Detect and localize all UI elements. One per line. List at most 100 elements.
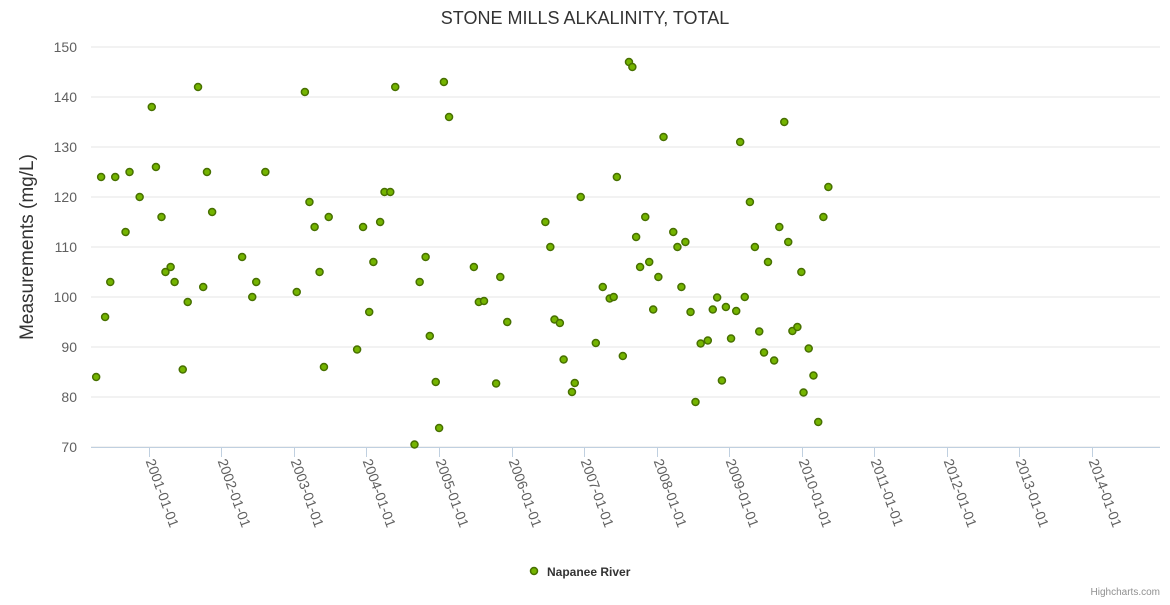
- data-point[interactable]: [358, 222, 368, 232]
- data-point[interactable]: [121, 227, 130, 237]
- data-point[interactable]: [677, 282, 686, 292]
- data-point[interactable]: [669, 227, 678, 237]
- data-point[interactable]: [375, 217, 385, 227]
- data-point[interactable]: [659, 132, 668, 142]
- data-point[interactable]: [717, 376, 727, 385]
- credits-link[interactable]: Highcharts.com: [1091, 587, 1160, 598]
- data-point[interactable]: [469, 262, 479, 272]
- data-point[interactable]: [641, 212, 650, 222]
- data-point[interactable]: [198, 282, 208, 292]
- data-point[interactable]: [292, 287, 301, 297]
- data-point[interactable]: [364, 307, 374, 317]
- data-point[interactable]: [780, 117, 789, 127]
- data-point[interactable]: [207, 207, 217, 217]
- data-point[interactable]: [813, 417, 823, 427]
- data-point[interactable]: [731, 306, 741, 316]
- data-point[interactable]: [555, 318, 565, 328]
- data-point[interactable]: [315, 267, 324, 277]
- data-point[interactable]: [444, 112, 454, 122]
- data-point[interactable]: [721, 302, 731, 312]
- data-point[interactable]: [686, 307, 695, 317]
- data-point[interactable]: [648, 305, 658, 314]
- data-point[interactable]: [434, 423, 444, 433]
- data-point[interactable]: [410, 440, 419, 449]
- data-point[interactable]: [106, 277, 115, 287]
- legend-label-napanee-river[interactable]: Napanee River: [547, 565, 631, 579]
- data-point[interactable]: [691, 397, 700, 407]
- data-point[interactable]: [439, 77, 449, 87]
- data-point[interactable]: [161, 267, 170, 277]
- data-point[interactable]: [775, 222, 784, 232]
- data-point[interactable]: [96, 172, 106, 182]
- data-point[interactable]: [248, 292, 257, 302]
- data-point[interactable]: [703, 336, 713, 345]
- data-point[interactable]: [496, 272, 505, 282]
- data-point[interactable]: [696, 339, 705, 348]
- data-point[interactable]: [635, 262, 645, 272]
- data-point[interactable]: [609, 292, 618, 302]
- data-point[interactable]: [352, 345, 362, 354]
- data-point[interactable]: [300, 87, 310, 97]
- data-point[interactable]: [712, 293, 722, 302]
- data-point[interactable]: [559, 355, 568, 364]
- legend[interactable]: Napanee River: [529, 565, 631, 579]
- data-point[interactable]: [157, 212, 166, 222]
- data-point[interactable]: [110, 172, 120, 182]
- data-point[interactable]: [598, 282, 608, 292]
- data-point[interactable]: [261, 167, 270, 177]
- data-point[interactable]: [799, 388, 808, 397]
- data-point[interactable]: [793, 322, 802, 332]
- data-point[interactable]: [763, 257, 773, 267]
- data-point[interactable]: [183, 297, 192, 307]
- data-point[interactable]: [202, 167, 212, 177]
- data-point[interactable]: [147, 102, 157, 112]
- data-point[interactable]: [759, 348, 769, 357]
- data-point[interactable]: [824, 182, 833, 192]
- data-point[interactable]: [237, 252, 247, 262]
- data-point[interactable]: [576, 192, 585, 202]
- data-point[interactable]: [750, 242, 760, 252]
- data-point[interactable]: [415, 277, 424, 287]
- data-point[interactable]: [421, 252, 430, 262]
- data-point[interactable]: [390, 82, 400, 92]
- data-point[interactable]: [425, 331, 435, 341]
- data-point[interactable]: [546, 242, 555, 252]
- data-point[interactable]: [628, 62, 637, 72]
- data-point[interactable]: [178, 365, 187, 374]
- data-point[interactable]: [797, 267, 806, 277]
- data-point[interactable]: [100, 312, 110, 322]
- data-point[interactable]: [591, 338, 601, 348]
- data-point[interactable]: [735, 137, 745, 147]
- data-point[interactable]: [740, 292, 750, 302]
- data-point[interactable]: [681, 237, 690, 247]
- data-point[interactable]: [819, 212, 828, 222]
- data-point[interactable]: [305, 197, 314, 207]
- data-point[interactable]: [91, 372, 101, 382]
- data-point[interactable]: [491, 379, 501, 388]
- data-point[interactable]: [319, 362, 329, 372]
- data-point[interactable]: [369, 257, 378, 267]
- data-point[interactable]: [673, 242, 682, 252]
- data-point[interactable]: [804, 344, 813, 353]
- data-point[interactable]: [745, 197, 755, 207]
- data-point[interactable]: [386, 187, 395, 197]
- data-point[interactable]: [431, 377, 440, 387]
- data-point[interactable]: [135, 192, 144, 202]
- data-point[interactable]: [631, 232, 641, 242]
- data-point[interactable]: [570, 378, 580, 388]
- series-napanee-river[interactable]: [91, 57, 833, 449]
- data-point[interactable]: [502, 317, 512, 327]
- data-point[interactable]: [151, 162, 161, 172]
- data-point[interactable]: [193, 82, 203, 92]
- data-point[interactable]: [541, 217, 550, 227]
- data-point[interactable]: [166, 262, 175, 272]
- data-point[interactable]: [654, 272, 663, 282]
- data-point[interactable]: [726, 334, 736, 343]
- data-point[interactable]: [170, 277, 179, 287]
- data-point[interactable]: [567, 387, 577, 397]
- data-point[interactable]: [310, 222, 319, 232]
- data-point[interactable]: [612, 172, 622, 182]
- data-point[interactable]: [769, 356, 779, 365]
- data-point[interactable]: [125, 167, 134, 177]
- data-point[interactable]: [324, 212, 333, 222]
